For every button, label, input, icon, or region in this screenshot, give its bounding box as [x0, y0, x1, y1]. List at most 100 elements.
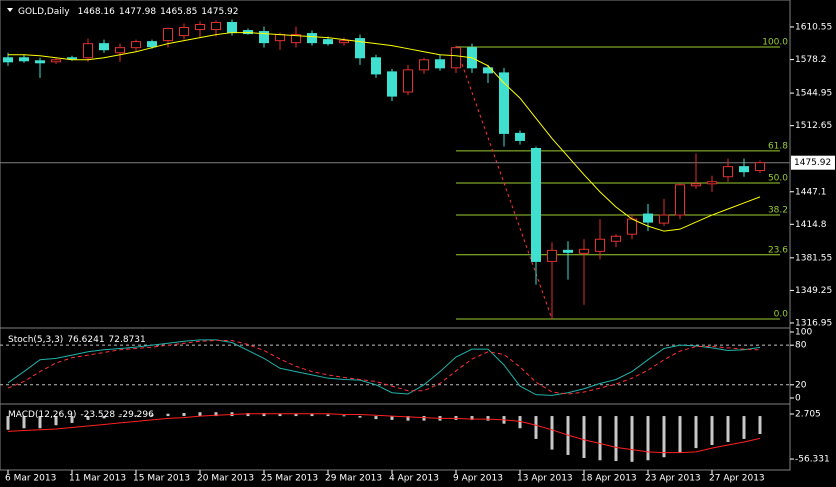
- candle-body: [83, 43, 93, 59]
- macd-bar: [678, 416, 682, 453]
- macd-bar: [742, 416, 746, 439]
- candle-body: [323, 39, 333, 45]
- macd-bar: [694, 416, 698, 449]
- x-tick-label: 29 Mar 2013: [325, 474, 382, 484]
- candle-body: [387, 71, 397, 97]
- candle-body: [499, 72, 509, 134]
- macd-bar: [310, 413, 314, 417]
- candle-body: [611, 235, 621, 242]
- macd-bar: [118, 416, 122, 418]
- macd-bar: [262, 413, 266, 417]
- macd-bar: [150, 414, 154, 417]
- y-tick-label: 1447.1: [795, 187, 827, 197]
- candle-body: [595, 238, 605, 252]
- candle-body: [435, 59, 445, 69]
- candle-body: [531, 148, 541, 262]
- candle-body: [179, 27, 189, 37]
- y-tick-label: 80: [795, 341, 807, 351]
- stoch-signal-value: 72.8731: [109, 335, 146, 345]
- y-tick-label: 1512.65: [795, 121, 832, 131]
- macd-bar: [278, 413, 282, 417]
- y-tick-label: 2.705: [795, 410, 821, 420]
- y-tick-label: 1381.55: [795, 253, 832, 263]
- macd-bar: [758, 416, 762, 435]
- macd-bar: [646, 416, 650, 461]
- macd-bar: [198, 412, 202, 417]
- y-tick-label: 1610.55: [795, 22, 832, 32]
- candle-body: [67, 57, 77, 60]
- macd-bar: [70, 416, 74, 423]
- header-low: 1465.85: [160, 7, 197, 17]
- macd-bar: [214, 412, 218, 417]
- macd-bar: [38, 416, 42, 429]
- y-tick-label: 1349.25: [795, 286, 832, 296]
- macd-bar: [102, 416, 106, 419]
- menu-triangle: [7, 8, 13, 12]
- candle-body: [275, 34, 285, 42]
- stoch-main-value: 76.6241: [67, 335, 104, 345]
- x-tick-label: 25 Mar 2013: [261, 474, 318, 484]
- header-open: 1468.16: [78, 7, 115, 17]
- y-tick-label: 1316.95: [795, 318, 832, 328]
- candle-body: [579, 248, 589, 254]
- fibo-label: 50.0: [768, 173, 788, 183]
- macd-value: -23.528: [80, 410, 115, 420]
- candle-body: [211, 21, 221, 31]
- candle-body: [51, 59, 61, 63]
- macd-bar: [534, 416, 538, 439]
- price-label: 1475.92: [794, 158, 831, 168]
- candle-body: [35, 60, 45, 64]
- moving-average: [8, 32, 761, 232]
- macd-bar: [630, 416, 634, 462]
- macd-bar: [662, 416, 666, 458]
- x-tick-label: 23 Apr 2013: [645, 474, 701, 484]
- macd-bar: [358, 416, 362, 418]
- macd-signal: [7, 413, 761, 454]
- macd-bar: [166, 413, 170, 417]
- macd-bar: [294, 413, 298, 417]
- candle-body: [643, 213, 653, 223]
- candle-body: [243, 30, 253, 35]
- y-tick-label: 1414.8: [795, 220, 827, 230]
- macd-bar: [6, 416, 10, 430]
- candle-body: [259, 31, 269, 44]
- macd-bar: [422, 416, 426, 421]
- stoch-header: Stoch(5,3,3) 76.6241 72.8731: [8, 335, 146, 345]
- x-tick-label: 18 Apr 2013: [581, 474, 637, 484]
- x-tick-label: 13 Apr 2013: [517, 474, 573, 484]
- candle-body: [403, 69, 413, 93]
- x-tick-label: 27 Apr 2013: [709, 474, 765, 484]
- candle-body: [195, 23, 205, 31]
- macd-bar: [134, 415, 138, 417]
- macd-bar: [246, 413, 250, 417]
- candle-body: [691, 183, 701, 187]
- fibo-label: 61.8: [768, 141, 788, 151]
- x-tick-label: 4 Apr 2013: [389, 474, 439, 484]
- candle-body: [99, 43, 109, 51]
- candle-body: [659, 214, 669, 224]
- fibo-label: 38.2: [768, 206, 788, 216]
- x-tick-label: 15 Mar 2013: [133, 474, 190, 484]
- candle-body: [723, 166, 733, 178]
- macd-bar: [390, 416, 394, 420]
- x-tick-label: 11 Mar 2013: [69, 474, 126, 484]
- candle-body: [339, 40, 349, 44]
- stoch-line: [7, 340, 761, 395]
- macd-bar: [342, 415, 346, 417]
- candle-body: [291, 34, 301, 44]
- macd-bar: [486, 416, 490, 421]
- macd-bar: [406, 416, 410, 421]
- fibo-label: 23.6: [768, 245, 788, 255]
- y-tick-label: 1578.2: [795, 55, 827, 65]
- macd-bar: [374, 416, 378, 420]
- macd-bar: [582, 416, 586, 459]
- macd-bar: [470, 416, 474, 420]
- macd-bar: [326, 414, 330, 417]
- candle-body: [563, 249, 573, 253]
- macd-bar: [598, 416, 602, 461]
- candle-body: [355, 38, 365, 59]
- y-tick-label: 0: [795, 393, 801, 403]
- macd-bar: [22, 416, 26, 429]
- candle-body: [755, 162, 765, 172]
- candle-body: [707, 181, 717, 185]
